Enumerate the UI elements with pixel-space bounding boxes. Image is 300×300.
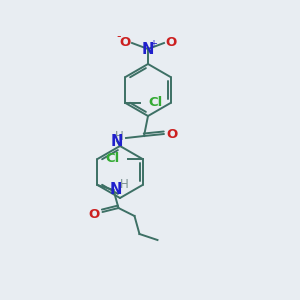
Text: -: - [117,31,121,44]
Text: O: O [167,128,178,140]
Text: Cl: Cl [148,97,163,110]
Text: O: O [119,35,130,49]
Text: O: O [165,35,177,49]
Text: N: N [111,134,123,148]
Text: H: H [115,130,124,142]
Text: O: O [89,208,100,220]
Text: H: H [120,178,129,191]
Text: Cl: Cl [105,152,119,166]
Text: N: N [109,182,122,197]
Text: +: + [149,39,157,49]
Text: N: N [142,41,154,56]
